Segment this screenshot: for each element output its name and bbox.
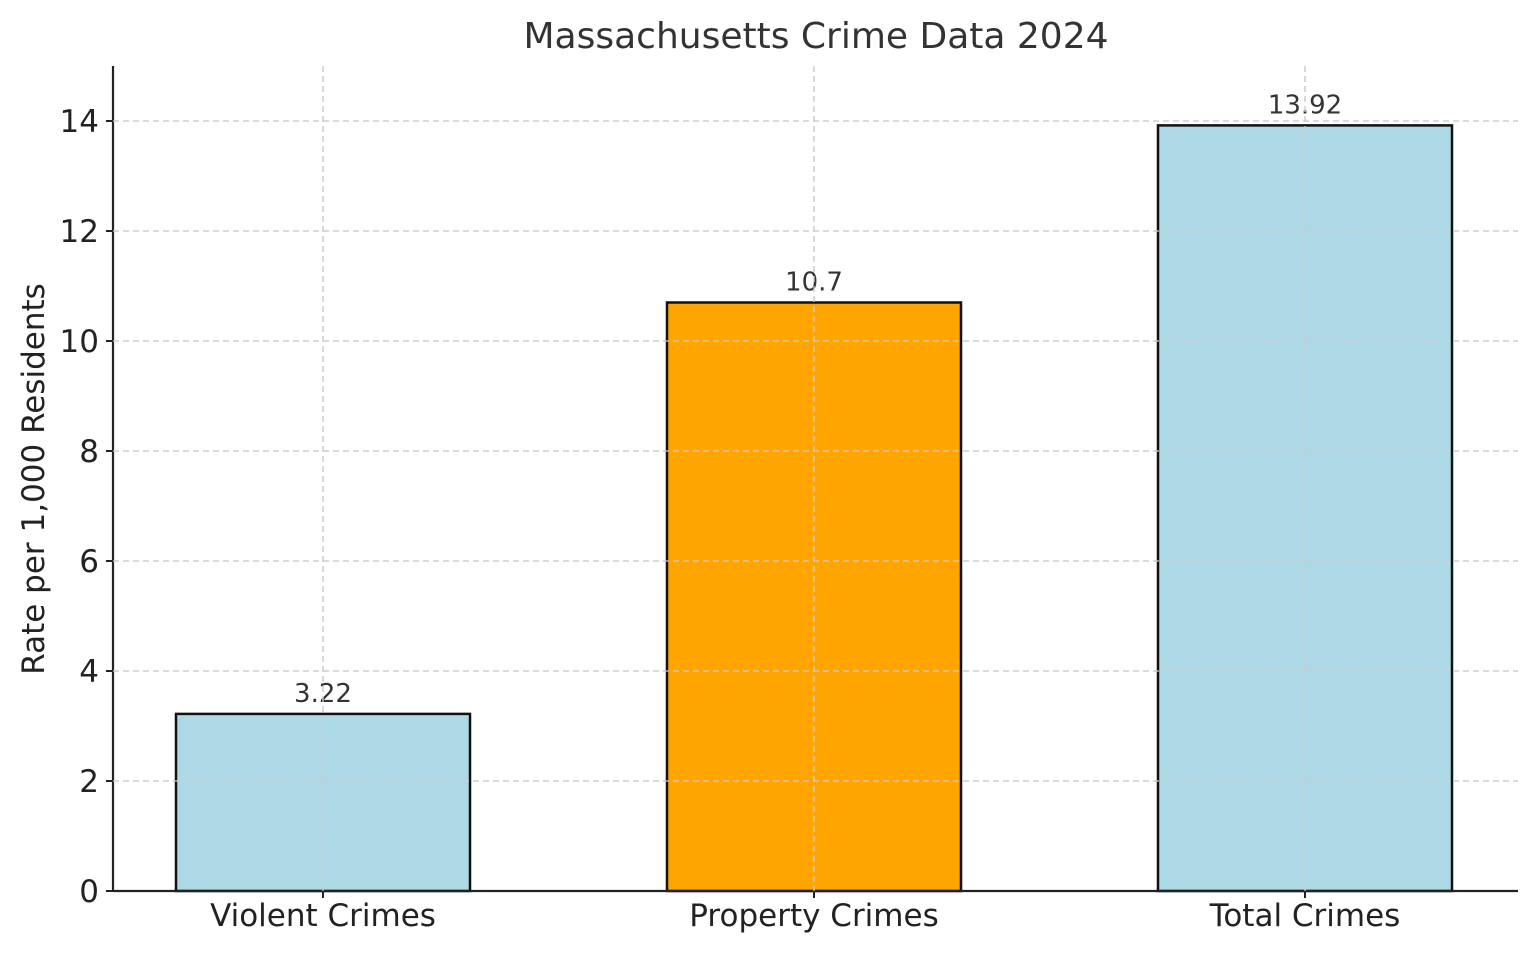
x-tick-label-1: Property Crimes xyxy=(689,898,938,934)
y-tick-label-7: 14 xyxy=(60,104,99,140)
y-tick-label-5: 10 xyxy=(60,324,99,360)
labels-layer: 3.22 10.7 13.92 xyxy=(113,66,1518,891)
y-tick-label-4: 8 xyxy=(79,434,99,470)
y-tick-label-1: 2 xyxy=(79,764,99,800)
chart-title: Massachusetts Crime Data 2024 xyxy=(523,16,1108,57)
y-tick-label-3: 6 xyxy=(79,544,99,580)
y-tick-label-6: 12 xyxy=(60,214,99,250)
data-label-2: 13.92 xyxy=(1268,90,1342,120)
data-label-1: 10.7 xyxy=(785,268,843,298)
axes-layer: 0 2 4 6 8 10 12 14 Violent Crimes Property Crimes… xyxy=(60,66,1518,934)
y-axis-label: Rate per 1,000 Residents xyxy=(16,283,52,675)
y-tick-label-2: 4 xyxy=(79,654,99,690)
data-label-0: 3.22 xyxy=(294,679,352,709)
x-tick-label-0: Violent Crimes xyxy=(210,898,436,934)
y-tick-label-0: 0 xyxy=(79,874,99,910)
x-tick-label-2: Total Crimes xyxy=(1209,898,1401,934)
